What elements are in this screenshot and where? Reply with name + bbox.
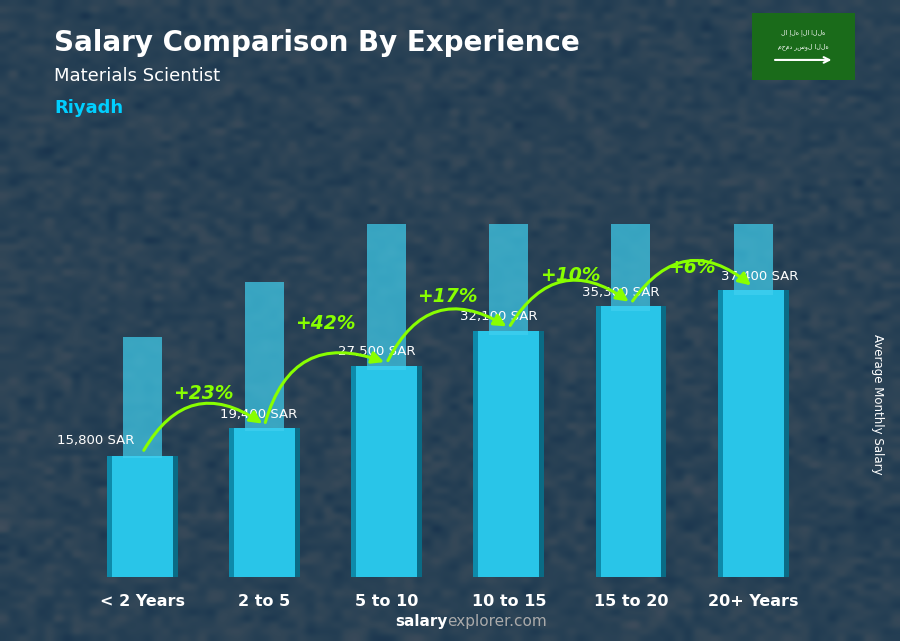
Text: explorer.com: explorer.com	[447, 615, 547, 629]
Bar	[717, 290, 723, 577]
Text: لا إله إلا الله: لا إله إلا الله	[781, 29, 825, 37]
Bar	[784, 290, 788, 577]
Text: Materials Scientist: Materials Scientist	[54, 67, 220, 85]
Bar	[490, 89, 528, 335]
Bar	[611, 40, 651, 312]
Text: 15,800 SAR: 15,800 SAR	[58, 433, 135, 447]
Bar	[367, 159, 406, 370]
Text: +10%: +10%	[540, 266, 600, 285]
Text: 32,100 SAR: 32,100 SAR	[460, 310, 538, 323]
Bar	[351, 366, 356, 577]
Bar	[717, 290, 788, 577]
Bar	[107, 456, 178, 577]
Text: محمد رسول الله: محمد رسول الله	[778, 43, 829, 50]
Bar	[417, 366, 422, 577]
Bar	[596, 306, 600, 577]
Bar	[295, 428, 300, 577]
Bar	[473, 331, 544, 577]
Bar	[245, 282, 284, 431]
Text: 19,400 SAR: 19,400 SAR	[220, 408, 297, 421]
Bar	[173, 456, 178, 577]
Bar	[473, 331, 479, 577]
Text: 37,400 SAR: 37,400 SAR	[721, 270, 798, 283]
Bar	[230, 428, 300, 577]
Text: Salary Comparison By Experience: Salary Comparison By Experience	[54, 29, 580, 57]
Text: +6%: +6%	[669, 258, 716, 277]
Text: Average Monthly Salary: Average Monthly Salary	[871, 333, 884, 474]
Text: 27,500 SAR: 27,500 SAR	[338, 345, 416, 358]
Bar	[596, 306, 666, 577]
Text: +42%: +42%	[295, 315, 356, 333]
Text: +23%: +23%	[173, 384, 234, 403]
Text: 35,300 SAR: 35,300 SAR	[582, 286, 660, 299]
Bar	[351, 366, 422, 577]
Text: salary: salary	[395, 615, 447, 629]
Bar	[230, 428, 234, 577]
Bar	[662, 306, 666, 577]
Text: Riyadh: Riyadh	[54, 99, 123, 117]
Bar	[539, 331, 544, 577]
Bar	[107, 456, 112, 577]
Bar	[123, 337, 162, 458]
Bar	[734, 9, 772, 296]
Text: +17%: +17%	[418, 287, 478, 306]
